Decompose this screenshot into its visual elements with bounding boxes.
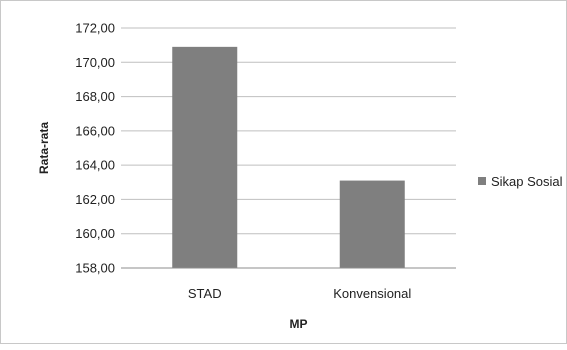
y-tick-labels: 158,00 160,00 162,00 164,00 166,00 168,00 170,…	[75, 21, 115, 276]
y-axis-title: Rata-rata	[37, 122, 51, 174]
bar	[172, 46, 238, 268]
y-tick-label: 168,00	[75, 89, 115, 104]
gridlines	[121, 27, 456, 235]
x-tick-labels: STAD Konvensional	[188, 286, 411, 301]
bars	[172, 46, 405, 268]
x-tick-label: Konvensional	[333, 286, 411, 301]
y-tick-label: 162,00	[75, 192, 115, 207]
y-tick-label: 166,00	[75, 123, 115, 138]
x-tick-label: STAD	[188, 286, 222, 301]
y-tick-label: 160,00	[75, 226, 115, 241]
y-tick-label: 170,00	[75, 55, 115, 70]
legend: Sikap Sosial	[478, 174, 563, 189]
y-tick-label: 158,00	[75, 261, 115, 276]
bar	[339, 180, 405, 268]
legend-swatch	[478, 177, 486, 185]
y-tick-label: 164,00	[75, 158, 115, 173]
y-tick-label: 172,00	[75, 21, 115, 36]
x-axis-title: MP	[290, 317, 308, 331]
legend-label: Sikap Sosial	[491, 174, 563, 189]
